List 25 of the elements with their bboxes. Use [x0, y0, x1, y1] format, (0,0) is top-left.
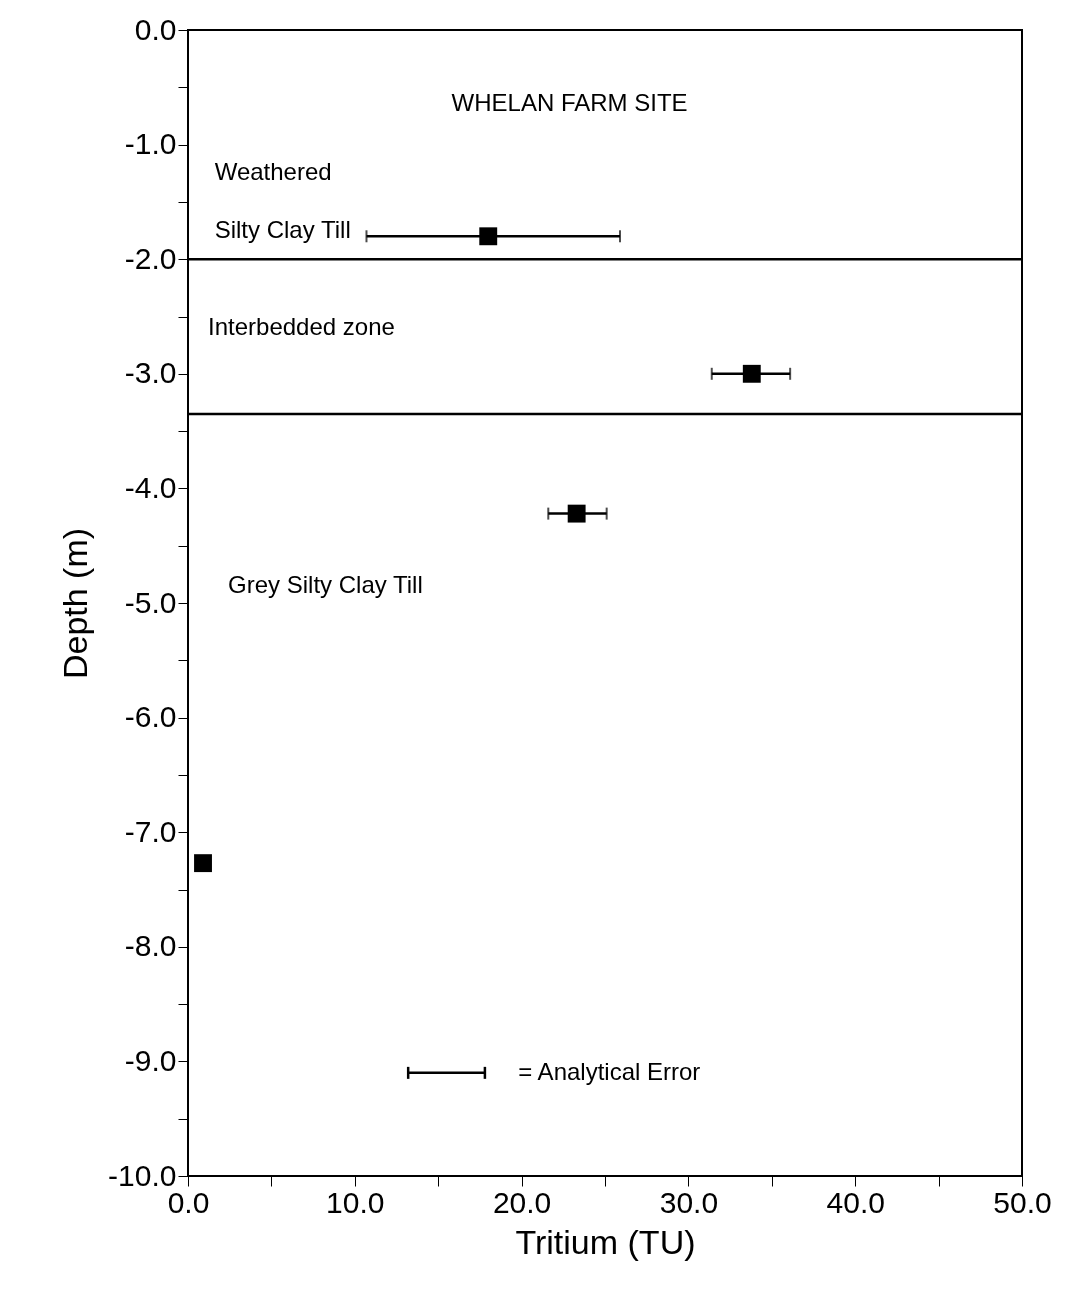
annotation: = Analytical Error [518, 1057, 701, 1085]
y-tick-label: -3.0 [124, 356, 177, 390]
annotation: Interbedded zone [208, 312, 395, 340]
y-tick-label: 0.0 [134, 12, 177, 46]
point [194, 854, 212, 873]
y-tick-label: -4.0 [124, 470, 177, 504]
point [742, 364, 761, 383]
x-tick-label: 10.0 [326, 1185, 385, 1219]
y-tick-label: -2.0 [124, 241, 177, 275]
x-tick-label: 40.0 [826, 1185, 885, 1219]
y-tick-label: -7.0 [124, 814, 177, 848]
y-tick-label: -9.0 [124, 1043, 177, 1077]
annotation: WHELAN FARM SITE [451, 89, 688, 117]
y-tick-label: -5.0 [124, 585, 177, 619]
y-axis-title: Depth (m) [56, 527, 95, 680]
y-tick-label: -6.0 [124, 700, 177, 734]
x-axis-title: Tritium (TU) [515, 1222, 696, 1261]
annotation: Silty Clay Till [214, 215, 351, 243]
annotation: Weathered [214, 158, 332, 186]
x-tick-label: 20.0 [492, 1185, 552, 1219]
x-tick-label: 30.0 [659, 1185, 719, 1219]
x-tick-label: 50.0 [993, 1185, 1052, 1219]
y-tick-label: -8.0 [124, 929, 177, 963]
y-tick-label: -1.0 [124, 127, 177, 161]
annotation: Grey Silty Clay Till [228, 570, 423, 598]
